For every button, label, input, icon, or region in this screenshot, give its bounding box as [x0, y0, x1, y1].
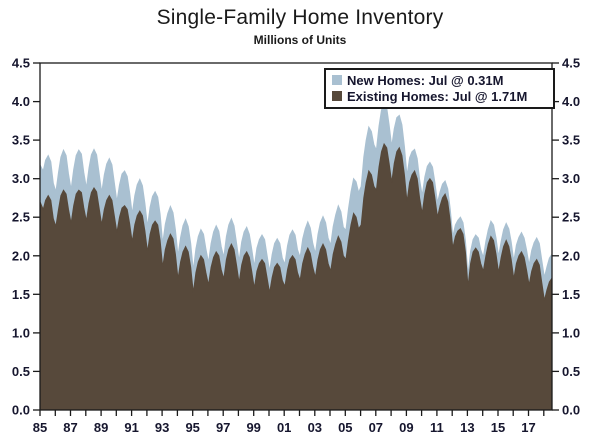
- x-tick-label: 11: [430, 420, 444, 435]
- y-tick-label-right: 1.5: [562, 287, 580, 302]
- y-tick-label-left: 3.5: [12, 133, 30, 148]
- y-tick-label-right: 2.0: [562, 248, 580, 263]
- y-tick-label-left: 4.5: [12, 56, 30, 71]
- y-tick-label-right: 0.0: [562, 403, 580, 418]
- y-tick-label-right: 4.0: [562, 94, 580, 109]
- area-existing-homes: [39, 142, 553, 411]
- y-tick-label-right: 0.5: [562, 364, 580, 379]
- y-tick-label-right: 3.5: [562, 133, 580, 148]
- x-tick-label: 99: [246, 420, 260, 435]
- axis-ticks: [33, 62, 559, 416]
- x-tick-label: 95: [185, 420, 199, 435]
- x-tick-label: 05: [338, 420, 352, 435]
- y-tick-label-right: 3.0: [562, 171, 580, 186]
- y-tick-label-left: 2.5: [12, 210, 30, 225]
- y-tick-label-left: 1.0: [12, 325, 30, 340]
- x-tick-label: 97: [216, 420, 230, 435]
- x-tick-label: 85: [33, 420, 47, 435]
- y-tick-label-left: 1.5: [12, 287, 30, 302]
- y-tick-label-left: 4.0: [12, 94, 30, 109]
- legend-label-existing-homes: Existing Homes: Jul @ 1.71M: [347, 88, 528, 104]
- x-tick-label: 91: [124, 420, 138, 435]
- x-tick-label: 89: [94, 420, 108, 435]
- legend-row-new-homes: New Homes: Jul @ 0.31M: [332, 72, 546, 88]
- legend-row-existing-homes: Existing Homes: Jul @ 1.71M: [332, 88, 546, 104]
- y-tick-label-left: 2.0: [12, 248, 30, 263]
- x-tick-label: 93: [155, 420, 169, 435]
- x-tick-label: 09: [399, 420, 413, 435]
- plot-frame: [39, 62, 553, 411]
- x-tick-label: 87: [63, 420, 77, 435]
- y-tick-label-left: 0.5: [12, 364, 30, 379]
- chart-title: Single-Family Home Inventory: [156, 6, 444, 29]
- x-tick-label: 03: [308, 420, 322, 435]
- x-tick-label: 15: [491, 420, 505, 435]
- existing-homes-swatch-icon: [332, 91, 342, 101]
- y-tick-label-left: 0.0: [12, 403, 30, 418]
- x-tick-label: 01: [277, 420, 291, 435]
- x-tick-label: 17: [521, 420, 535, 435]
- legend-label-new-homes: New Homes: Jul @ 0.31M: [347, 72, 504, 88]
- new-homes-swatch-icon: [332, 75, 342, 85]
- y-tick-label-right: 4.5: [562, 56, 580, 71]
- x-tick-label: 13: [460, 420, 474, 435]
- chart-subtitle: Millions of Units: [253, 33, 347, 47]
- x-tick-label: 07: [369, 420, 383, 435]
- axis-tick-labels: 0.0 0.0 0.5 0.5 1.0 1.0 1.5 1.5 2.0 2.0 2.5 2.5 3.0 3…: [12, 56, 580, 436]
- chart-areas: [39, 100, 553, 411]
- y-tick-label-left: 3.0: [12, 171, 30, 186]
- y-tick-label-right: 2.5: [562, 210, 580, 225]
- chart-legend: New Homes: Jul @ 0.31M Existing Homes: J…: [324, 68, 555, 109]
- y-tick-label-right: 1.0: [562, 325, 580, 340]
